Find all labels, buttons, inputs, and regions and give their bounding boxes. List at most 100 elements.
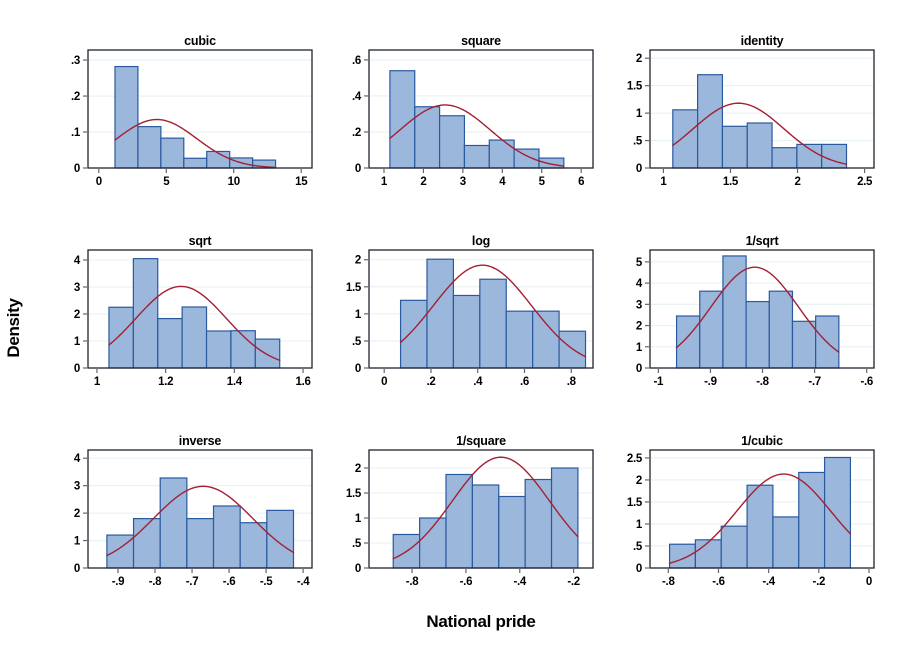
x-tick-label: -.7 [808,376,821,388]
histogram-panel-log: 0 .2 .4 .6 .8 0 .5 1 1.5 2 log [341,220,622,420]
y-axis-ticks: 0 .2 .4 .6 [352,55,368,175]
x-tick-label: -.4 [514,576,527,588]
normal-density-curve [675,266,840,353]
y-tick-label: 3 [74,282,80,294]
x-tick-label: 15 [295,176,308,188]
histogram-bar [532,310,560,369]
panel-title: 1/square [456,434,506,448]
y-tick-label: 1 [355,513,362,525]
histogram-bar [538,157,565,169]
histogram-bar [205,330,232,369]
panel-title: square [461,34,501,48]
histogram-svg-1-square: -.8 -.6 -.4 -.2 0 .5 1 1.5 2 1/square [346,434,594,588]
histogram-panel-1-sqrt: -1 -.9 -.8 -.7 -.6 0 1 2 3 4 5 1/sqrt [622,220,902,420]
x-axis-ticks: -1 -.9 -.8 -.7 -.6 [654,369,873,388]
y-tick-label: 4 [636,278,643,290]
x-tick-label: .6 [520,376,529,388]
x-axis-ticks: 1 1.5 2 2.5 [660,169,873,188]
histogram-svg-sqrt: 1 1.2 1.4 1.6 0 1 2 3 4 sqrt [74,234,313,388]
histogram-bar [694,539,722,569]
histogram-bar [505,310,534,369]
x-tick-label: -.5 [260,576,273,588]
histogram-bars [106,477,295,569]
normal-density-curve [668,473,852,564]
histogram-svg-log: 0 .2 .4 .6 .8 0 .5 1 1.5 2 log [346,234,594,388]
histogram-bar [157,317,183,369]
x-tick-label: -.2 [567,576,580,588]
histogram-bar [488,139,515,169]
plot-frame [649,49,875,169]
y-tick-label: 3 [74,481,80,493]
plot-frame [87,49,313,169]
y-tick-label: .4 [352,91,362,103]
y-tick-label: 1.5 [627,497,643,509]
histogram-panel-1-square: -.8 -.6 -.4 -.2 0 .5 1 1.5 2 1/square [341,420,622,620]
x-tick-label: 1 [660,176,667,188]
y-tick-label: .2 [352,127,361,139]
y-tick-label: .1 [71,127,81,139]
x-tick-label: -.6 [223,576,236,588]
histogram-bar [823,456,852,569]
histogram-svg-inverse: -.9 -.8 -.7 -.6 -.5 -.4 0 1 2 3 4 inverse [74,434,313,588]
histogram-bar [821,143,848,169]
x-tick-label: 2 [420,176,426,188]
panel-title: sqrt [189,234,213,248]
x-tick-label: 3 [460,176,466,188]
histogram-bar [524,478,553,569]
y-tick-label: 0 [636,163,642,175]
x-tick-label: -.9 [704,376,717,388]
y-tick-label: 2 [355,463,361,475]
y-tick-label: 4 [74,453,81,465]
histogram-bar [798,471,826,569]
panel-title: cubic [184,34,216,48]
x-tick-label: 1.5 [723,176,739,188]
y-tick-label: 0 [355,163,361,175]
histogram-svg-1-cubic: -.8 -.6 -.4 -.2 0 0 .5 1 1.5 2 2.5 1/cubic [627,434,875,588]
histogram-bar [137,126,162,169]
panel-title: 1/cubic [741,434,783,448]
histogram-bar [796,143,823,169]
histogram-bar [132,518,161,569]
x-axis-ticks: 0 5 10 15 [96,169,308,188]
histogram-bar [720,525,748,569]
y-tick-label: 0 [355,363,361,375]
x-axis-ticks: 1 1.2 1.4 1.6 [94,369,311,388]
plot-frame [368,449,594,569]
histogram-bar [186,518,215,569]
y-axis-ticks: 0 1 2 3 4 [74,255,87,375]
y-tick-label: 2 [636,53,642,65]
histogram-bar [463,144,490,169]
histogram-bar [114,65,139,169]
plot-frame [87,449,313,569]
y-axis-ticks: 0 .5 1 1.5 2 2.5 [627,453,649,575]
histogram-bar [675,315,701,369]
histogram-bar [721,125,748,169]
x-tick-label: -.9 [112,576,125,588]
histogram-bar [160,137,185,169]
normal-density-curve [392,456,579,560]
y-tick-label: 4 [74,255,81,267]
x-tick-label: 5 [163,176,170,188]
normal-density-curve [399,264,587,358]
histogram-bar [212,505,241,569]
histogram-bar [746,122,773,169]
histogram-svg-1-sqrt: -1 -.9 -.8 -.7 -.6 0 1 2 3 4 5 1/sqrt [636,234,875,388]
x-tick-label: -.6 [460,576,473,588]
histogram-bar [254,338,281,369]
y-tick-label: 0 [636,363,642,375]
y-tick-label: 1 [636,108,643,120]
x-tick-label: 0 [381,376,387,388]
y-tick-label: 2 [636,475,642,487]
x-tick-label: 0 [96,176,102,188]
x-axis-ticks: 1 2 3 4 5 6 [381,169,585,188]
y-tick-label: .3 [71,55,80,67]
y-tick-label: .6 [352,55,361,67]
plot-frame [649,249,875,369]
histogram-bar [445,473,473,569]
histogram-bar [399,299,428,369]
y-tick-label: 1.5 [346,282,362,294]
plot-frame [368,49,594,169]
x-tick-label: 5 [539,176,546,188]
histogram-bar [699,290,724,369]
histogram-panel-sqrt: 1 1.2 1.4 1.6 0 1 2 3 4 sqrt [60,220,341,420]
